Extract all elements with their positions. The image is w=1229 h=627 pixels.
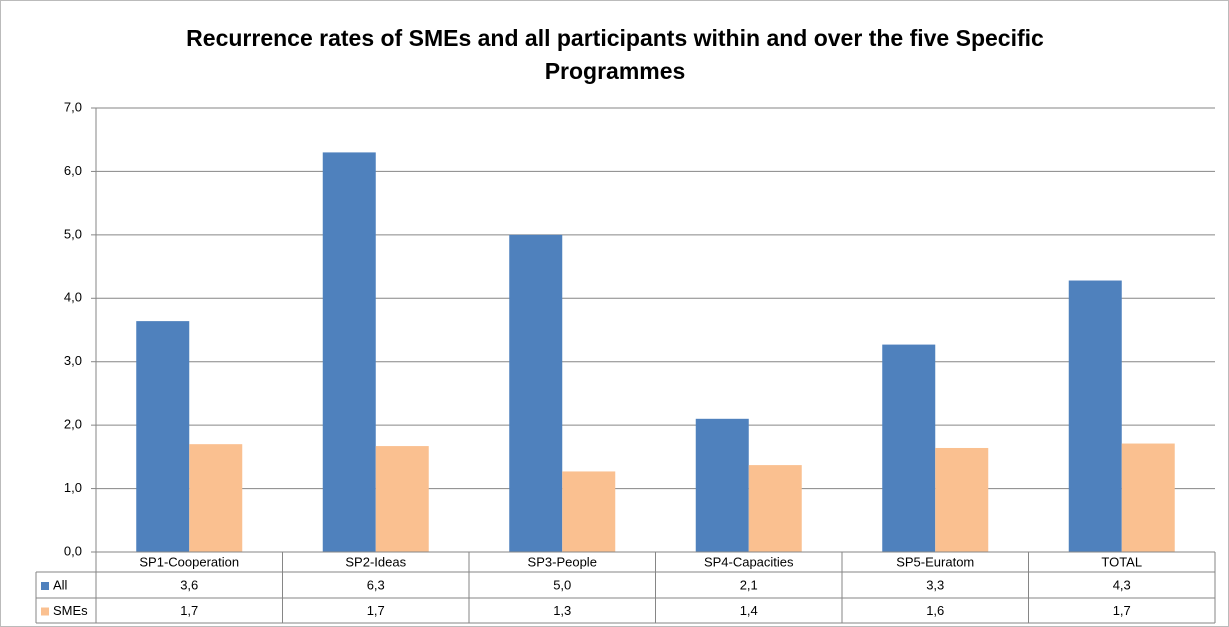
- bar: [695, 418, 749, 552]
- bar: [375, 446, 429, 552]
- y-tick-label: 1,0: [64, 480, 82, 495]
- x-tick-label: TOTAL: [1101, 554, 1142, 569]
- x-tick-label: SP3-People: [528, 554, 597, 569]
- bar: [189, 444, 243, 552]
- y-tick-label: 2,0: [64, 417, 82, 432]
- y-tick-label: 3,0: [64, 353, 82, 368]
- x-tick-label: SP5-Euratom: [896, 554, 974, 569]
- legend-label: All: [53, 577, 68, 592]
- bar: [322, 152, 376, 552]
- bar: [136, 321, 190, 552]
- bar: [748, 465, 802, 552]
- table-value: 4,3: [1113, 577, 1131, 592]
- y-tick-label: 6,0: [64, 163, 82, 178]
- chart-title: Programmes: [545, 58, 686, 84]
- y-tick-label: 0,0: [64, 543, 82, 558]
- table-value: 2,1: [740, 577, 758, 592]
- table-value: 6,3: [367, 577, 385, 592]
- bar: [935, 447, 989, 552]
- y-tick-label: 7,0: [64, 99, 82, 114]
- legend-key: [41, 607, 49, 616]
- bar: [882, 344, 936, 552]
- table-value: 1,7: [1113, 603, 1131, 618]
- legend-key: [41, 582, 49, 590]
- bar: [509, 234, 563, 552]
- table-value: 1,3: [553, 603, 571, 618]
- y-tick-label: 4,0: [64, 290, 82, 305]
- table-value: 1,7: [367, 603, 385, 618]
- bar: [1068, 280, 1122, 552]
- bar: [562, 471, 616, 552]
- table-value: 1,6: [926, 603, 944, 618]
- x-tick-label: SP2-Ideas: [345, 554, 406, 569]
- bar: [1121, 443, 1175, 552]
- y-tick-label: 5,0: [64, 226, 82, 241]
- legend-label: SMEs: [53, 603, 88, 618]
- table-value: 3,3: [926, 577, 944, 592]
- chart-title: Recurrence rates of SMEs and all partici…: [186, 25, 1044, 51]
- table-value: 5,0: [553, 577, 571, 592]
- table-value: 1,4: [740, 603, 758, 618]
- table-value: 3,6: [180, 577, 198, 592]
- table-value: 1,7: [180, 603, 198, 618]
- x-tick-label: SP1-Cooperation: [139, 554, 239, 569]
- x-tick-label: SP4-Capacities: [704, 554, 794, 569]
